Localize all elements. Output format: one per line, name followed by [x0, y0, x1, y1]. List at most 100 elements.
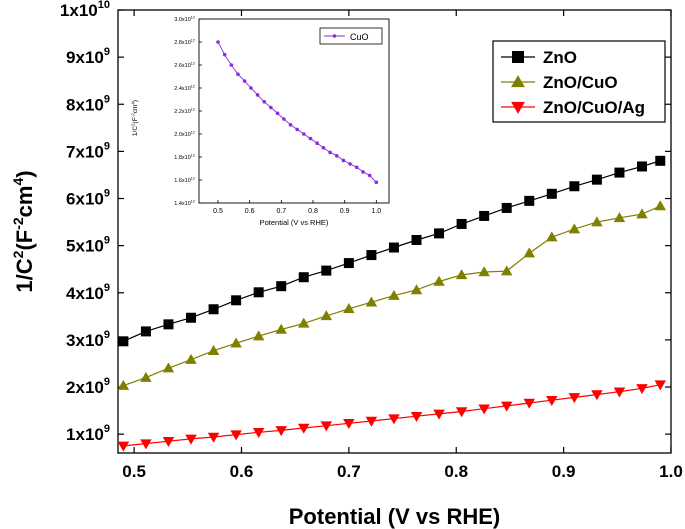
data-point — [366, 250, 377, 261]
inset-y-tick-label: 1.6x1012 — [174, 177, 195, 185]
data-point — [500, 401, 513, 412]
inset-data-point — [374, 180, 379, 185]
inset-y-tick-exponent: 12 — [191, 39, 195, 43]
data-point — [207, 432, 220, 443]
data-point — [117, 379, 130, 390]
data-point — [343, 258, 354, 269]
inset-legend-frame — [319, 27, 383, 45]
data-point — [321, 265, 332, 276]
x-tick-label: 0.5 — [122, 462, 146, 481]
x-tick-label: 0.7 — [337, 462, 361, 481]
legend-marker — [512, 51, 524, 63]
inset-y-tick-label: 2.8x1012 — [174, 39, 195, 47]
data-point — [434, 228, 445, 239]
inset-data-point — [295, 127, 299, 132]
data-point — [523, 247, 536, 258]
inset-x-tick-label: 0.8 — [308, 208, 318, 215]
inset-x-tick-label: 0.6 — [245, 208, 255, 215]
inset-y-tick-label: 2.4x1012 — [174, 85, 195, 93]
data-point — [343, 419, 355, 430]
y-tick-label: 2x109 — [66, 376, 110, 397]
y-tick-mantissa: 1x10 — [60, 1, 98, 20]
inset-y-tick-label: 1.8x1012 — [174, 154, 195, 162]
data-point — [636, 384, 648, 395]
y-axis-label-part: ) — [12, 170, 37, 177]
data-point — [163, 319, 174, 330]
data-point — [478, 266, 490, 277]
data-point — [569, 181, 580, 192]
y-tick-label: 5x109 — [66, 235, 110, 256]
inset-data-point — [236, 72, 240, 76]
data-point — [388, 242, 399, 253]
data-point — [410, 284, 423, 295]
inset-y-tick-exponent: 12 — [191, 16, 195, 20]
data-point — [501, 202, 512, 213]
inset-y-tick-mantissa: 2.2x10 — [174, 109, 191, 115]
y-axis-label-part: (F — [12, 230, 37, 251]
data-point — [613, 212, 626, 223]
x-tick-label: 0.6 — [230, 462, 254, 481]
y-tick-exponent: 9 — [104, 423, 110, 435]
inset-data-point — [242, 79, 247, 83]
inset-y-tick-exponent: 12 — [191, 62, 195, 66]
data-point — [343, 303, 355, 314]
data-point — [162, 436, 175, 447]
data-point — [524, 195, 535, 206]
data-point — [365, 296, 378, 307]
series-zno — [118, 155, 666, 347]
data-point — [636, 208, 648, 219]
data-point — [320, 310, 333, 321]
y-axis-label: 1/C2(F-2cm4) — [10, 170, 37, 292]
data-point — [276, 281, 287, 292]
data-point — [298, 423, 310, 434]
y-tick-exponent: 9 — [104, 188, 110, 200]
legend-marker — [511, 75, 525, 88]
y-tick-mantissa: 5x10 — [66, 237, 104, 256]
inset-data-point — [229, 63, 234, 67]
inset-data-point — [348, 162, 352, 166]
inset-y-tick-label: 2.0x1012 — [174, 131, 195, 139]
inset-y-tick-mantissa: 2.8x10 — [174, 40, 191, 46]
inset-data-point — [302, 132, 306, 136]
data-point — [185, 434, 197, 445]
data-point — [479, 210, 490, 221]
data-point — [455, 407, 468, 418]
inset-x-tick-label: 0.9 — [340, 208, 350, 215]
inset-y-axis-label-part: ) — [132, 100, 139, 102]
data-point — [654, 200, 667, 211]
data-point — [655, 155, 666, 166]
data-point — [275, 426, 287, 437]
data-point — [591, 174, 602, 185]
inset-data-point — [354, 165, 359, 170]
data-point — [388, 414, 400, 425]
data-point — [207, 344, 220, 355]
data-point — [186, 312, 197, 323]
inset-y-tick-mantissa: 1.6x10 — [174, 178, 191, 184]
inset-legend: CuO — [319, 27, 383, 45]
inset-x-tick-label: 1.0 — [371, 208, 381, 215]
inset-y-tick-mantissa: 2.4x10 — [174, 86, 191, 92]
inset-legend-marker — [332, 34, 337, 38]
data-point — [252, 428, 265, 439]
inset-plot-frame — [198, 18, 390, 204]
data-point — [253, 287, 264, 298]
y-tick-label: 1x109 — [66, 423, 110, 444]
inset-y-tick-exponent: 12 — [191, 177, 195, 181]
y-tick-label: 7x109 — [66, 140, 110, 161]
y-tick-exponent: 9 — [104, 329, 110, 341]
y-tick-mantissa: 4x10 — [66, 284, 104, 303]
y-axis-label-part: cm — [12, 186, 37, 218]
inset-x-tick-label: 0.7 — [276, 208, 286, 215]
data-point — [275, 323, 287, 334]
data-point — [117, 441, 130, 452]
data-point — [298, 272, 309, 283]
data-point — [365, 416, 378, 427]
data-point — [411, 234, 422, 245]
y-tick-mantissa: 8x10 — [66, 95, 104, 114]
inset-data-point — [341, 158, 346, 163]
inset-data-point — [334, 154, 339, 158]
y-tick-mantissa: 7x10 — [66, 142, 104, 161]
inset-data-point — [275, 111, 280, 116]
main-legend: ZnO ZnO/CuO ZnO/CuO/Ag — [492, 40, 666, 123]
inset-data-point — [282, 117, 286, 121]
